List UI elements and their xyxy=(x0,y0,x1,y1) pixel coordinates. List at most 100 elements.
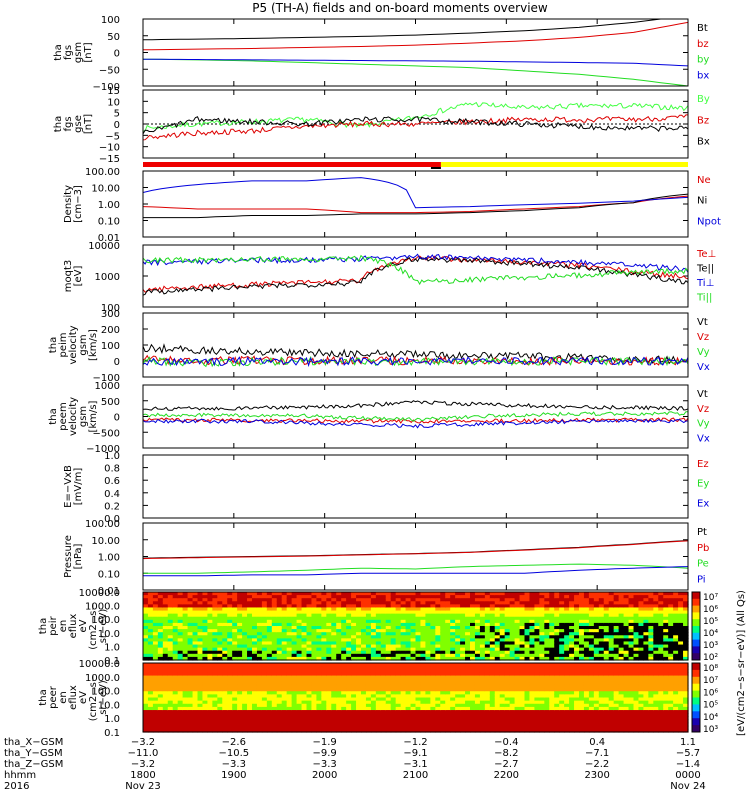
heat-cell xyxy=(361,681,367,686)
heat-cell xyxy=(554,601,560,605)
heat-cell xyxy=(465,629,471,633)
heat-cell xyxy=(390,613,397,618)
heat-cell xyxy=(271,619,278,624)
heat-cell xyxy=(494,601,501,605)
heat-cell xyxy=(559,604,565,609)
heat-cell xyxy=(162,678,169,683)
heat-cell xyxy=(331,601,337,605)
heat-cell xyxy=(296,669,303,674)
heat-cell xyxy=(237,697,243,702)
heat-cell xyxy=(648,656,654,661)
heat-cell xyxy=(187,725,194,730)
heat-cell xyxy=(252,638,258,643)
heat-cell xyxy=(202,716,208,721)
heat-cell xyxy=(276,713,283,717)
heat-cell xyxy=(162,629,169,633)
heat-cell xyxy=(331,697,337,702)
heat-cell xyxy=(271,700,278,705)
heat-cell xyxy=(301,672,308,677)
heat-cell xyxy=(286,607,293,612)
heat-cell xyxy=(608,641,615,646)
heat-cell xyxy=(583,592,590,596)
heat-cell xyxy=(613,632,620,636)
heat-cell xyxy=(425,688,431,692)
heat-cell xyxy=(326,604,332,609)
heat-cell xyxy=(519,613,526,618)
heat-cell xyxy=(435,607,441,612)
heat-cell xyxy=(202,703,208,708)
heat-cell xyxy=(361,688,367,692)
heat-cell xyxy=(222,722,228,727)
heat-cell xyxy=(519,644,526,649)
heat-cell xyxy=(430,635,436,639)
heat-cell xyxy=(380,672,387,677)
panel-pressure: Pressure[nPa]100.0010.001.000.100.01PtPb… xyxy=(63,519,709,597)
heat-cell xyxy=(608,725,615,730)
heat-cell xyxy=(252,650,258,655)
heat-cell xyxy=(222,635,228,639)
heat-cell xyxy=(583,678,590,683)
heat-cell xyxy=(524,672,531,677)
heat-cell xyxy=(603,595,610,599)
heat-cell xyxy=(370,619,377,624)
heat-cell xyxy=(321,675,327,680)
heat-cell xyxy=(361,598,367,602)
heat-cell xyxy=(608,691,615,695)
heat-cell xyxy=(331,663,337,667)
heat-cell xyxy=(499,595,506,599)
heat-cell xyxy=(425,604,431,609)
legend-Pt: Pt xyxy=(697,527,707,538)
heat-cell xyxy=(296,598,303,602)
heat-cell xyxy=(613,592,620,596)
heat-cell xyxy=(202,706,208,711)
heat-cell xyxy=(281,713,288,717)
heat-cell xyxy=(583,616,590,621)
heat-cell xyxy=(494,700,501,705)
heat-cell xyxy=(311,656,317,661)
heat-cell xyxy=(465,703,471,708)
heat-cell xyxy=(217,598,223,602)
heat-cell xyxy=(653,604,659,609)
heat-cell xyxy=(266,666,273,670)
heat-cell xyxy=(400,700,407,705)
heat-cell xyxy=(331,672,337,677)
heat-cell xyxy=(227,684,233,689)
heat-cell xyxy=(588,725,595,730)
heat-cell xyxy=(395,719,402,724)
heat-cell xyxy=(653,647,659,652)
heat-cell xyxy=(207,656,213,661)
heat-cell xyxy=(494,598,501,602)
heat-cell xyxy=(579,713,585,717)
heat-cell xyxy=(450,725,456,730)
heat-cell xyxy=(440,632,446,636)
heat-cell xyxy=(261,663,268,667)
heat-cell xyxy=(504,650,511,655)
heat-cell xyxy=(643,629,649,633)
heat-cell xyxy=(593,710,600,714)
heat-cell xyxy=(653,601,659,605)
heat-cell xyxy=(534,619,540,624)
heat-cell xyxy=(564,713,570,717)
heat-cell xyxy=(306,619,313,624)
heat-cell xyxy=(583,641,590,646)
heat-cell xyxy=(539,604,545,609)
heat-cell xyxy=(247,691,253,695)
heat-cell xyxy=(306,592,313,596)
heat-cell xyxy=(668,653,674,658)
heat-cell xyxy=(608,635,615,639)
heat-cell xyxy=(152,694,159,699)
heat-cell xyxy=(549,604,555,609)
heat-cell xyxy=(147,681,154,686)
heat-cell xyxy=(390,641,397,646)
heat-cell xyxy=(658,656,664,661)
heat-cell xyxy=(489,635,496,639)
heat-cell xyxy=(544,669,550,674)
heat-cell xyxy=(390,622,397,627)
heat-cell xyxy=(445,622,451,627)
heat-cell xyxy=(445,595,451,599)
heat-cell xyxy=(365,697,372,702)
heat-cell xyxy=(301,653,308,658)
heat-cell xyxy=(509,626,516,630)
heat-cell xyxy=(380,666,387,670)
heat-cell xyxy=(603,641,610,646)
